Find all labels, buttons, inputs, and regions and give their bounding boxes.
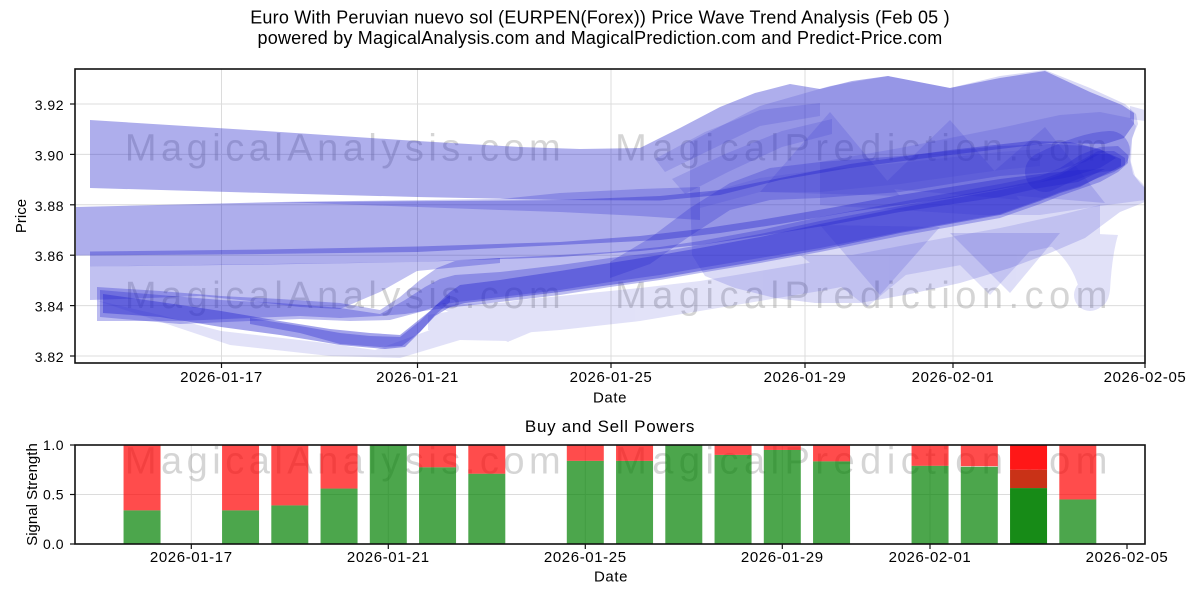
svg-text:2026-02-01: 2026-02-01 <box>889 549 972 566</box>
svg-text:0.5: 0.5 <box>43 487 64 503</box>
svg-text:3.84: 3.84 <box>35 299 64 315</box>
svg-text:MagicalPrediction.com: MagicalPrediction.com <box>615 128 1113 170</box>
svg-text:2026-01-29: 2026-01-29 <box>741 549 824 566</box>
svg-text:2026-01-25: 2026-01-25 <box>570 369 653 386</box>
svg-text:2026-01-25: 2026-01-25 <box>544 549 627 566</box>
svg-text:2026-01-21: 2026-01-21 <box>376 369 459 386</box>
svg-text:2026-01-29: 2026-01-29 <box>764 369 847 386</box>
svg-text:1.0: 1.0 <box>43 437 64 453</box>
svg-text:2026-01-21: 2026-01-21 <box>347 549 430 566</box>
svg-text:Date: Date <box>594 569 628 586</box>
svg-text:3.90: 3.90 <box>35 147 64 163</box>
svg-text:2026-01-17: 2026-01-17 <box>150 549 233 566</box>
svg-text:3.88: 3.88 <box>35 198 64 214</box>
svg-text:3.82: 3.82 <box>35 349 64 365</box>
svg-text:Euro With Peruvian nuevo sol (: Euro With Peruvian nuevo sol (EURPEN(For… <box>250 8 950 28</box>
svg-text:2026-01-17: 2026-01-17 <box>180 369 263 386</box>
svg-text:Buy and Sell Powers: Buy and Sell Powers <box>525 417 695 436</box>
svg-text:MagicalAnalysis.com: MagicalAnalysis.com <box>125 128 565 170</box>
svg-text:2026-02-05: 2026-02-05 <box>1086 549 1169 566</box>
svg-text:Price: Price <box>13 199 30 233</box>
svg-text:powered by MagicalAnalysis.com: powered by MagicalAnalysis.com and Magic… <box>258 28 943 48</box>
svg-text:2026-02-01: 2026-02-01 <box>912 369 995 386</box>
svg-text:3.92: 3.92 <box>35 97 64 113</box>
svg-text:MagicalPrediction.com: MagicalPrediction.com <box>615 275 1113 317</box>
svg-text:Date: Date <box>593 390 627 407</box>
svg-text:3.86: 3.86 <box>35 248 64 264</box>
svg-text:Signal Strength: Signal Strength <box>24 443 41 546</box>
svg-text:MagicalAnalysis.com: MagicalAnalysis.com <box>125 275 565 317</box>
svg-text:2026-02-05: 2026-02-05 <box>1104 369 1187 386</box>
svg-text:0.0: 0.0 <box>43 536 64 552</box>
